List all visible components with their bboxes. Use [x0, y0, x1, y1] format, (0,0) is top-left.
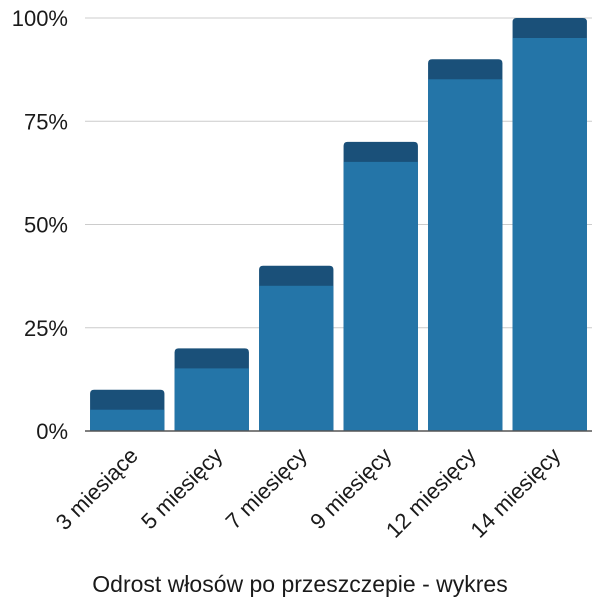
y-tick-label: 0% — [36, 419, 68, 444]
bar — [90, 390, 164, 431]
x-category-labels: 3 miesiące5 miesięcy7 miesięcy9 miesięcy… — [51, 443, 566, 543]
bar — [428, 59, 502, 431]
y-tick-labels: 0% 25% 50% 75% 100% — [12, 6, 68, 444]
bar — [513, 18, 587, 431]
y-tick-label: 75% — [24, 109, 68, 134]
y-tick-label: 50% — [24, 213, 68, 238]
y-tick-label: 25% — [24, 316, 68, 341]
bar — [259, 266, 333, 431]
bar-body — [259, 286, 333, 431]
bar-body — [428, 79, 502, 431]
x-category-label: 3 miesiące — [51, 443, 143, 535]
bar-body — [175, 368, 249, 431]
x-category-label: 5 miesięcy — [136, 443, 227, 534]
x-category-label: 7 miesięcy — [221, 443, 312, 534]
x-category-label: 9 miesięcy — [305, 443, 396, 534]
bar-body — [344, 162, 418, 431]
bar-body — [90, 410, 164, 431]
x-category-label: 12 miesięcy — [381, 443, 481, 543]
bar-body — [513, 38, 587, 431]
bar — [175, 348, 249, 431]
x-axis-title: Odrost włosów po przeszczepie - wykres — [92, 571, 507, 597]
y-tick-label: 100% — [12, 6, 68, 31]
x-category-label: 14 miesięcy — [465, 443, 565, 543]
bar — [344, 142, 418, 431]
